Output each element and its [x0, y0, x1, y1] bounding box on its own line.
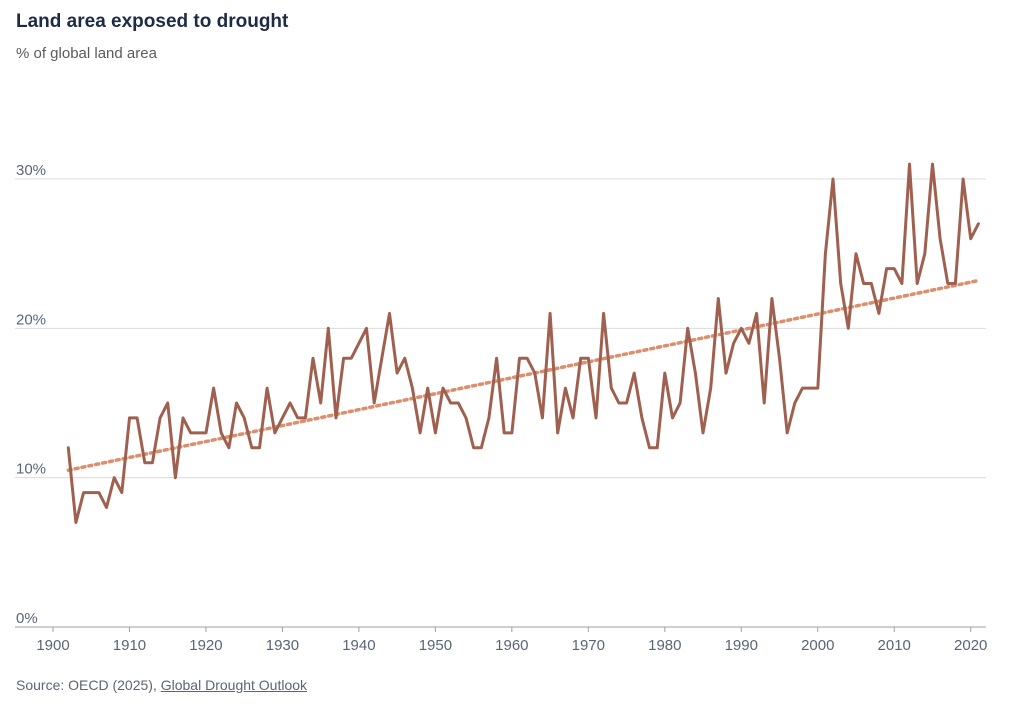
y-axis-ticks: 0% 10% 20% 30% — [16, 162, 46, 627]
series-lines — [66, 162, 980, 524]
x-tick-label: 1910 — [113, 637, 146, 654]
source-link[interactable]: Global Drought Outlook — [160, 677, 308, 693]
x-tick-label: 1940 — [342, 637, 375, 654]
x-tick-label: 2010 — [878, 637, 911, 654]
source-prefix: Source: OECD (2025), — [16, 677, 161, 693]
x-tick-label: 1970 — [572, 637, 605, 654]
y-tick-label: 10% — [16, 461, 46, 478]
gridlines — [15, 178, 986, 479]
x-tick-label: 1900 — [36, 637, 69, 654]
source-note: Source: OECD (2025), Global Drought Outl… — [16, 677, 307, 693]
x-tick-label: 1920 — [189, 637, 222, 654]
x-tick-label: 1980 — [648, 637, 681, 654]
x-tick-label: 2000 — [801, 637, 834, 654]
chart-title: Land area exposed to drought — [16, 11, 289, 32]
x-tick-label: 1960 — [495, 637, 528, 654]
y-tick-label: 30% — [16, 162, 46, 179]
series-line-0 — [66, 162, 980, 524]
x-tick-label: 2020 — [954, 637, 987, 654]
chart-subtitle: % of global land area — [16, 45, 157, 62]
x-tick-label: 1990 — [725, 637, 758, 654]
x-axis: 1900 1910 1920 1930 1940 1950 1960 1970 1980 1990… — [15, 626, 987, 654]
y-tick-label: 20% — [16, 311, 46, 328]
x-tick-label: 1930 — [266, 637, 299, 654]
x-tick-label: 1950 — [419, 637, 452, 654]
trend-line — [66, 278, 981, 472]
trend-line-path — [66, 278, 981, 472]
y-tick-label: 0% — [16, 610, 38, 627]
